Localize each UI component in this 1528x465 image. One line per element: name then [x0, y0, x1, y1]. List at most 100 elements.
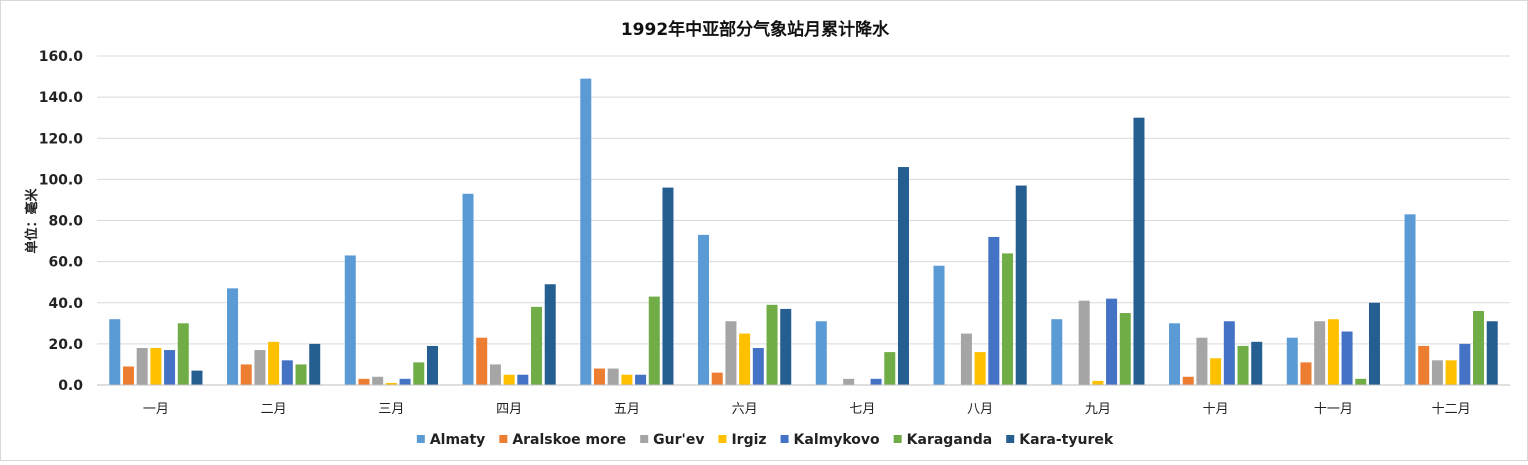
- bar-kalmykovo: [399, 378, 411, 385]
- bar-irgiz: [1327, 319, 1339, 385]
- y-tick-label: 60.0: [48, 255, 83, 271]
- bar-irgiz: [385, 382, 397, 385]
- bar-karaganda: [1355, 378, 1367, 385]
- bar-karaganda: [1002, 253, 1014, 385]
- y-axis-label: 单位：毫米: [24, 188, 40, 254]
- legend-swatch: [416, 435, 425, 443]
- chart-title: 1992年中亚部分气象站月累计降水: [621, 19, 890, 40]
- bar-karaganda: [766, 304, 778, 385]
- bar-karaganda: [1119, 313, 1131, 385]
- bar-irgiz: [503, 374, 515, 385]
- legend-swatch: [1006, 435, 1015, 443]
- bar-kara-tyurek: [191, 370, 203, 385]
- bar-almaty: [698, 234, 710, 385]
- bar-kara-tyurek: [662, 187, 674, 385]
- bar-gur-ev: [1078, 300, 1090, 385]
- y-tick-label: 20.0: [48, 337, 83, 353]
- bar-aralskoe-more: [1182, 376, 1194, 385]
- x-category-label: 十一月: [1314, 402, 1353, 417]
- bar-irgiz: [1210, 358, 1222, 385]
- bars: [109, 78, 1498, 386]
- bar-almaty: [1286, 337, 1298, 385]
- bar-irgiz: [621, 374, 633, 385]
- bar-almaty: [227, 288, 239, 385]
- x-category-label: 一月: [143, 402, 169, 417]
- bar-irgiz: [1092, 380, 1104, 385]
- bar-kalmykovo: [1341, 331, 1353, 385]
- bar-kalmykovo: [281, 360, 293, 385]
- x-category-label: 十月: [1203, 402, 1229, 417]
- bar-kara-tyurek: [1133, 117, 1145, 385]
- bar-aralskoe-more: [711, 372, 723, 385]
- bar-gur-ev: [489, 364, 501, 385]
- bar-aralskoe-more: [1300, 362, 1312, 385]
- bar-kalmykovo: [1106, 298, 1118, 385]
- bar-kalmykovo: [635, 374, 647, 385]
- x-axis-categories: 一月 二月 三月 四月 五月 六月 七月 八月 九月 十月 十一月 十二月: [143, 402, 1471, 417]
- bar-kalmykovo: [988, 236, 1000, 385]
- bar-kalmykovo: [752, 347, 764, 385]
- bar-aralskoe-more: [358, 378, 370, 385]
- bar-gur-ev: [960, 333, 972, 385]
- bar-gur-ev: [725, 321, 737, 385]
- gridlines: [97, 55, 1510, 345]
- legend-swatch: [499, 435, 508, 443]
- bar-almaty: [1169, 323, 1181, 385]
- bar-kalmykovo: [870, 378, 882, 385]
- bar-karaganda: [295, 364, 307, 385]
- x-category-label: 七月: [849, 402, 875, 417]
- y-tick-label: 80.0: [48, 214, 83, 230]
- bar-kara-tyurek: [1368, 302, 1380, 385]
- x-category-label: 八月: [967, 402, 993, 417]
- bar-almaty: [933, 265, 945, 385]
- bar-almaty: [815, 321, 827, 385]
- legend-label: Karaganda: [907, 432, 993, 448]
- legend-label: Kalmykovo: [794, 432, 880, 448]
- bar-irgiz: [974, 352, 986, 385]
- bar-kalmykovo: [1459, 343, 1471, 385]
- bar-gur-ev: [1196, 337, 1208, 385]
- legend-swatch: [893, 435, 902, 443]
- bar-irgiz: [150, 347, 162, 385]
- bar-kara-tyurek: [1486, 321, 1498, 385]
- bar-karaganda: [177, 323, 189, 385]
- legend-label: Almaty: [430, 432, 486, 448]
- bar-kara-tyurek: [544, 284, 556, 385]
- legend-label: Kara-tyurek: [1019, 432, 1114, 448]
- bar-almaty: [1051, 319, 1063, 385]
- legend-swatch: [780, 435, 789, 443]
- bar-gur-ev: [1431, 360, 1443, 385]
- bar-kalmykovo: [164, 350, 176, 385]
- y-tick-label: 0.0: [58, 378, 83, 394]
- bar-kara-tyurek: [1015, 185, 1027, 385]
- bar-kara-tyurek: [309, 343, 321, 385]
- bar-gur-ev: [136, 347, 148, 385]
- x-category-label: 六月: [732, 402, 758, 417]
- bar-irgiz: [739, 333, 751, 385]
- x-category-label: 五月: [614, 402, 640, 417]
- bar-aralskoe-more: [1418, 345, 1430, 385]
- bar-aralskoe-more: [593, 368, 605, 385]
- bar-karaganda: [531, 306, 543, 385]
- bar-karaganda: [413, 362, 425, 385]
- bar-irgiz: [1445, 360, 1457, 385]
- bar-aralskoe-more: [122, 366, 134, 385]
- x-category-label: 十二月: [1432, 402, 1471, 417]
- bar-karaganda: [1473, 310, 1485, 385]
- legend-label: Gur'ev: [653, 432, 704, 448]
- x-category-label: 四月: [496, 402, 522, 417]
- legend-label: Irgiz: [731, 432, 766, 448]
- y-tick-label: 140.0: [39, 90, 84, 106]
- x-category-label: 三月: [378, 402, 404, 417]
- y-tick-label: 100.0: [39, 172, 84, 188]
- bar-kalmykovo: [1223, 321, 1235, 385]
- bar-almaty: [462, 193, 474, 385]
- bar-kalmykovo: [517, 374, 529, 385]
- bar-karaganda: [884, 352, 896, 385]
- bar-gur-ev: [254, 350, 266, 385]
- bar-karaganda: [1237, 345, 1249, 385]
- legend-label: Aralskoe more: [512, 432, 626, 448]
